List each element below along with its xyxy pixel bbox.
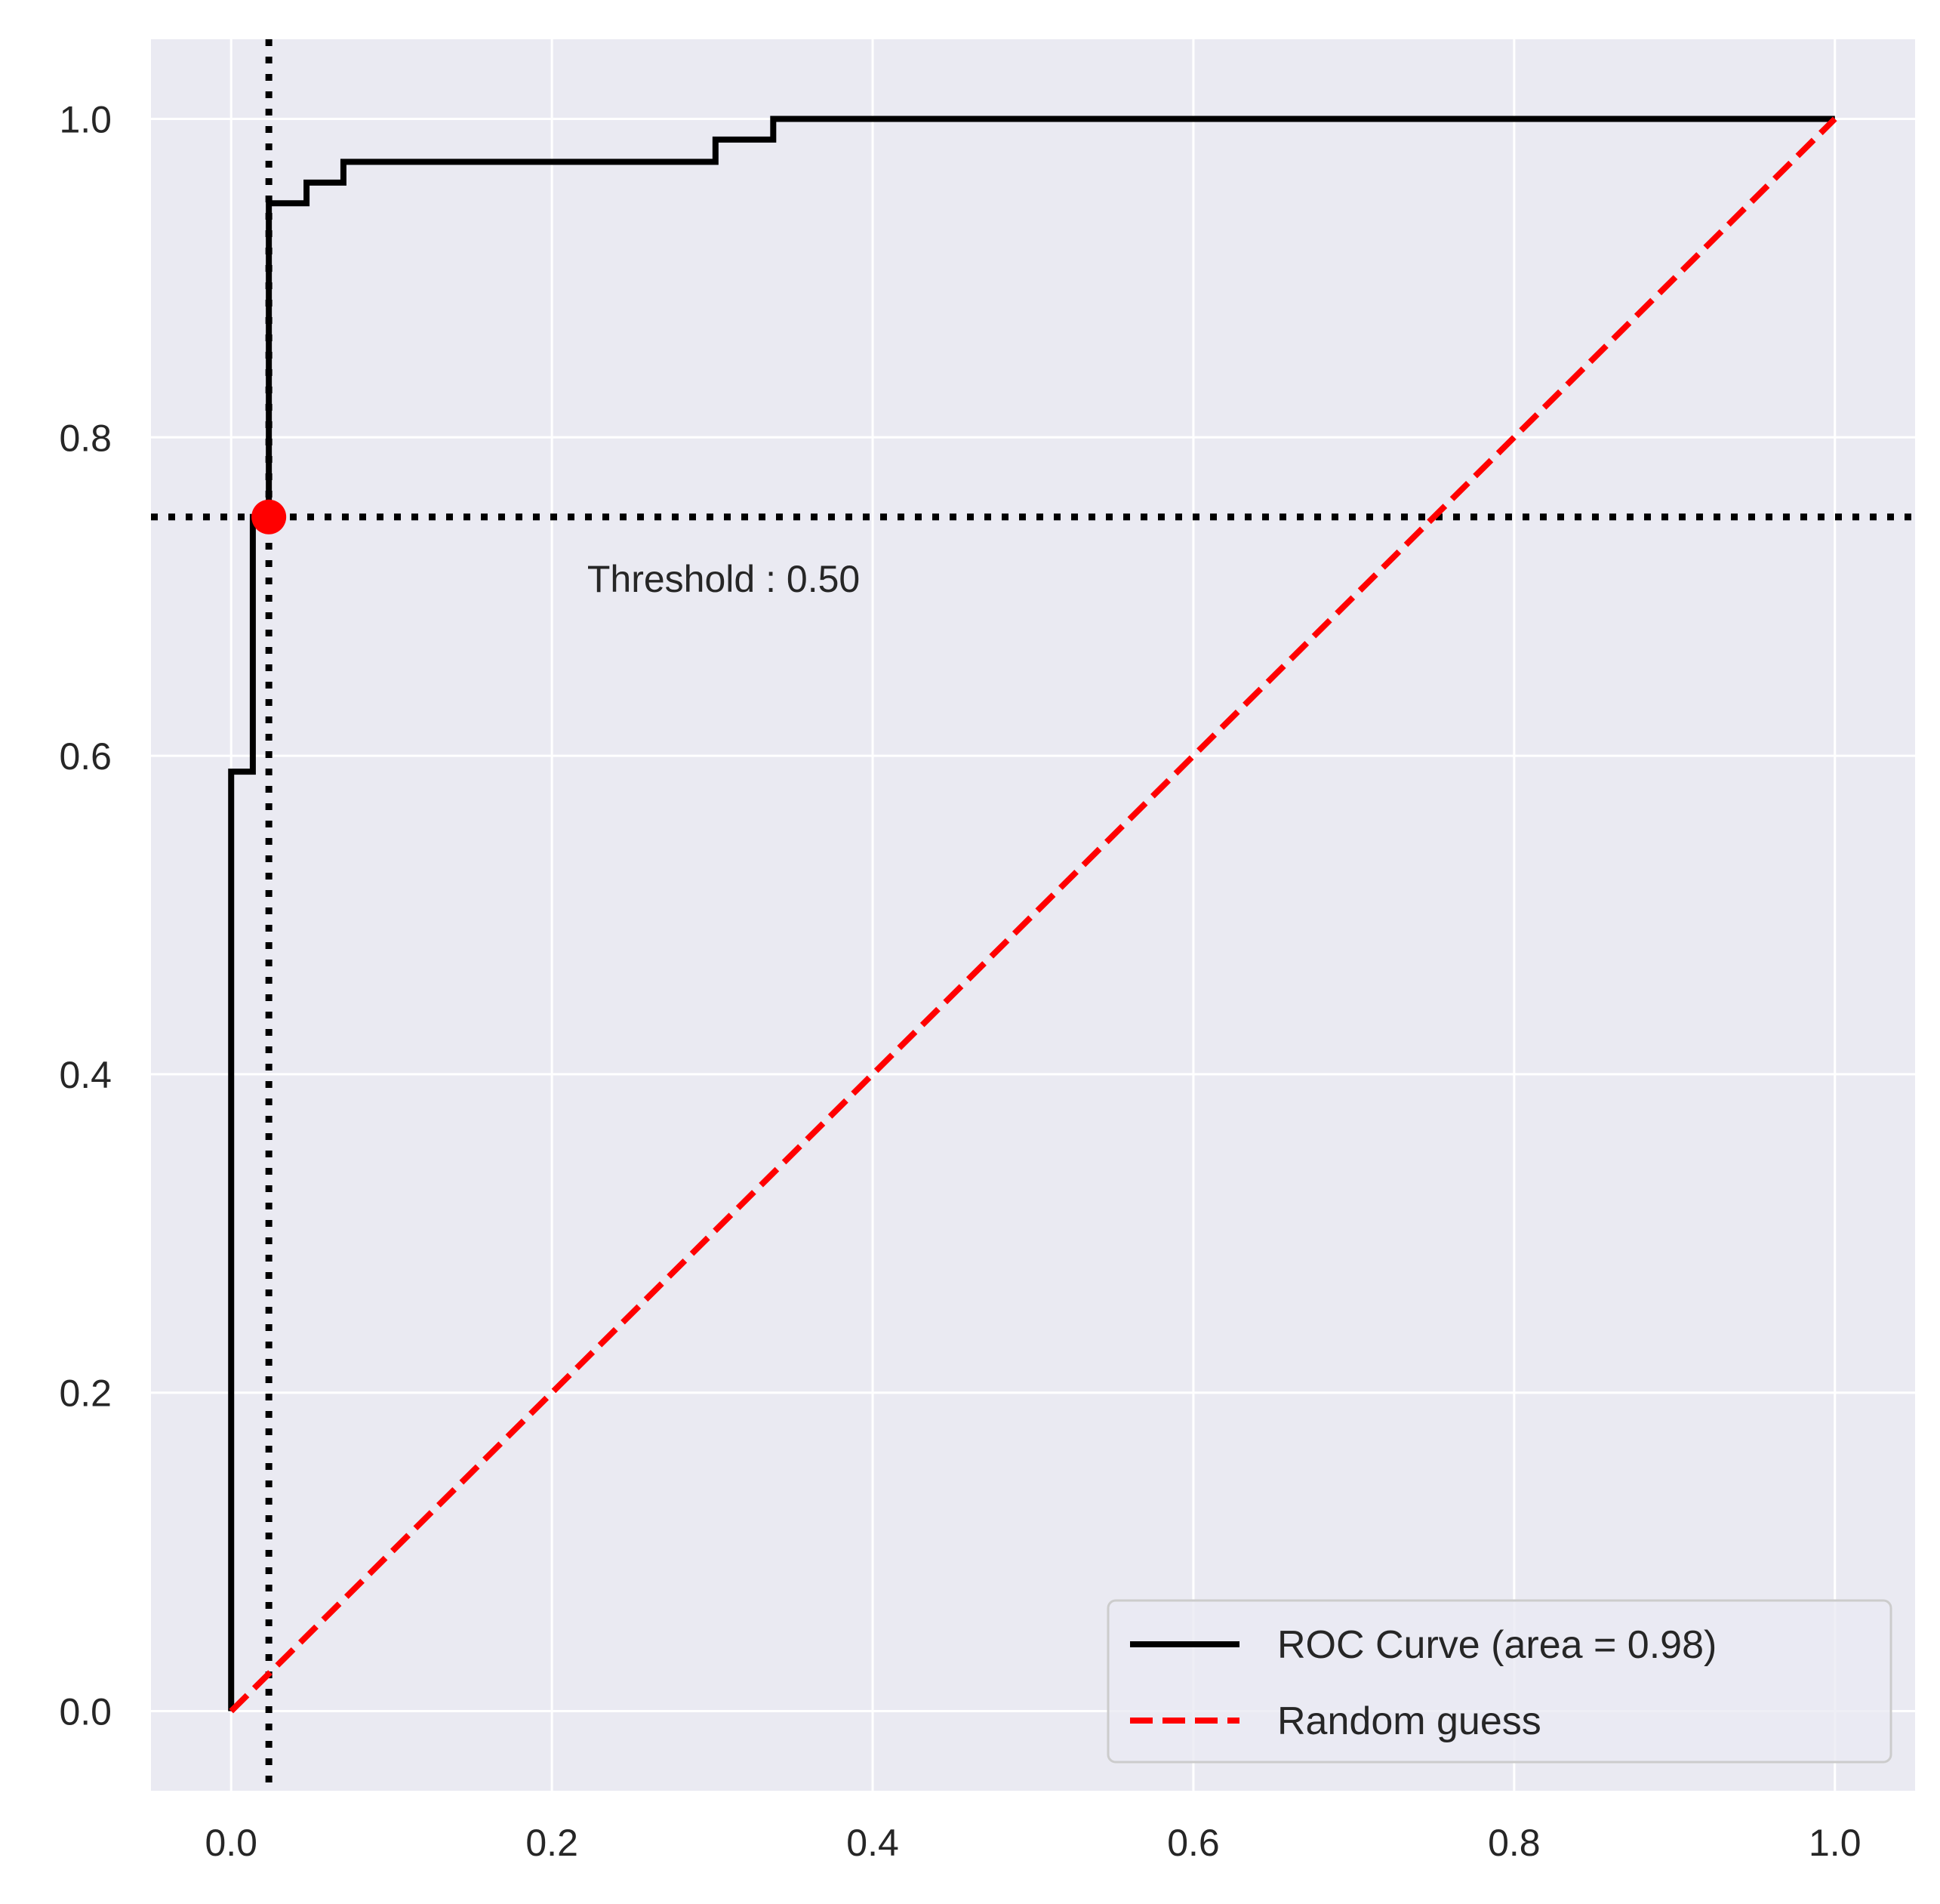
- threshold-annotation: Threshold : 0.50: [587, 558, 860, 600]
- legend: ROC Curve (area = 0.98) Random guess: [1107, 1599, 1892, 1764]
- x-tick-label: 1.0: [1809, 1822, 1861, 1864]
- x-tick-label: 0.4: [846, 1822, 899, 1864]
- y-tick-label: 1.0: [59, 98, 112, 140]
- ticks: 0.0 0.2 0.4 0.6 0.8 1.0 0.0 0.2 0.4 0.6 0.8 1.0: [59, 98, 1861, 1864]
- y-tick-label: 0.8: [59, 417, 112, 459]
- roc-curve-line: [228, 116, 1835, 1711]
- threshold-marker: [251, 499, 287, 535]
- reference-lines: [151, 39, 1915, 1791]
- y-tick-label: 0.6: [59, 735, 112, 778]
- legend-box: [1107, 1599, 1892, 1764]
- x-tick-label: 0.6: [1167, 1822, 1220, 1864]
- y-tick-label: 0.2: [59, 1373, 112, 1415]
- legend-label-random: Random guess: [1277, 1699, 1541, 1743]
- y-tick-label: 0.0: [59, 1691, 112, 1733]
- random-guess-line: [229, 116, 1837, 1714]
- legend-label-roc: ROC Curve (area = 0.98): [1277, 1623, 1717, 1667]
- x-tick-label: 0.0: [205, 1822, 257, 1864]
- grid: [151, 39, 1915, 1791]
- x-tick-label: 0.8: [1488, 1822, 1541, 1864]
- x-tick-label: 0.2: [525, 1822, 578, 1864]
- y-tick-label: 0.4: [59, 1054, 112, 1096]
- series: [228, 116, 1837, 1714]
